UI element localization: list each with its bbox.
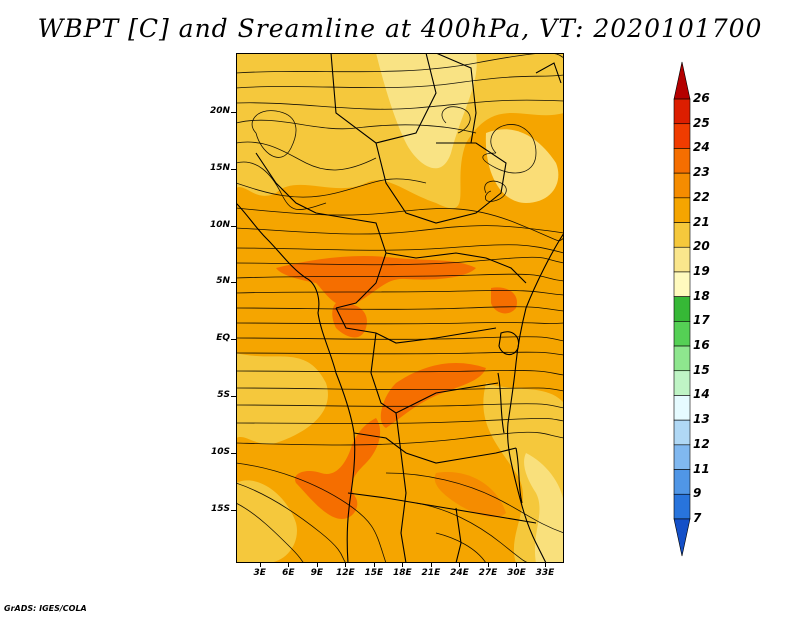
lat-tick-label: 15N (209, 162, 230, 173)
wbpt-field-22-southwest-arc (295, 418, 381, 519)
lat-tick (231, 168, 236, 170)
colorbar-label: 7 (693, 510, 702, 525)
lon-tick (373, 563, 375, 567)
lake-tanganyika (497, 372, 505, 434)
colorbar-segment (673, 123, 691, 149)
lat-tick (231, 225, 236, 227)
grads-credit: GrADS: IGES/COLA (4, 604, 87, 613)
lat-tick (231, 339, 236, 341)
lake-victoria (498, 331, 520, 356)
colorbar-segment (673, 395, 691, 421)
colorbar-segment (673, 296, 691, 322)
lon-tick-label: 30E (507, 568, 526, 578)
lon-tick-label: 12E (335, 568, 355, 578)
colorbar-segment (673, 148, 691, 174)
lon-tick (259, 563, 261, 567)
lon-tick-label: 33E (535, 568, 555, 578)
country-borders (236, 53, 564, 563)
lat-tick-label: EQ (216, 333, 230, 344)
lat-tick (231, 282, 236, 284)
wbpt-field-22-23-equatorial-band (276, 256, 476, 306)
lon-tick-label: 24E (450, 568, 469, 578)
colorbar-label: 26 (693, 91, 710, 106)
lon-tick (288, 563, 290, 567)
lake-malawi (515, 447, 523, 504)
wbpt-field-22-central (332, 302, 367, 338)
colorbar-segment (673, 419, 691, 446)
colorbar-label: 25 (693, 115, 710, 130)
lat-tick-label: 20N (209, 106, 230, 117)
colorbar-label: 22 (693, 189, 710, 204)
lon-tick-label: 21E (421, 568, 441, 578)
lat-tick (231, 396, 236, 398)
wbpt-field-20-sw2 (236, 480, 297, 563)
lon-tick (516, 563, 518, 567)
colorbar-segment (673, 518, 691, 557)
lon-tick (430, 563, 432, 567)
lon-tick (459, 563, 461, 567)
lon-tick (487, 563, 489, 567)
lon-tick-label: 18E (393, 568, 412, 578)
lon-tick-label: 9E (310, 568, 323, 578)
colorbar-segment (673, 345, 691, 372)
colorbar-label: 21 (693, 214, 710, 229)
colorbar-label: 17 (693, 313, 710, 328)
lat-tick (231, 509, 236, 511)
wbpt-field-20-sw (236, 353, 328, 445)
colorbar-segment (673, 444, 691, 470)
lon-tick (345, 563, 347, 567)
lon-tick-label: 6E (282, 568, 295, 578)
colorbar-label: 23 (693, 165, 710, 180)
colorbar-segment (673, 370, 691, 396)
colorbar-label: 15 (693, 362, 710, 377)
lon-tick-label: 27E (478, 568, 498, 578)
colorbar-label: 16 (693, 338, 710, 353)
map-title: WBPT [C] and Sreamline at 400hPa, VT: 20… (37, 14, 763, 43)
colorbar-label: 19 (693, 263, 710, 278)
lat-tick-label: 5S (217, 390, 230, 401)
lon-tick (544, 563, 546, 567)
lat-tick-label: 10S (210, 446, 230, 457)
colorbar-label: 18 (693, 288, 710, 303)
lon-tick (402, 563, 404, 567)
wbpt-field-23-south-central (380, 363, 486, 428)
colorbar-label: 24 (693, 140, 710, 155)
coastline-east-africa (507, 232, 564, 563)
lat-tick (231, 452, 236, 454)
lat-tick-label: 5N (216, 276, 230, 287)
lon-tick-label: 3E (253, 568, 266, 578)
lat-tick (231, 112, 236, 114)
colorbar-label: 11 (693, 461, 710, 476)
lon-tick (316, 563, 318, 567)
colorbar-segment (673, 222, 691, 248)
colorbar-label: 20 (693, 239, 710, 254)
colorbar-segment (673, 197, 691, 223)
colorbar-segment (673, 469, 691, 495)
colorbar-segment (673, 246, 691, 273)
colorbar-segment (673, 98, 691, 125)
colorbar-label: 9 (693, 486, 702, 501)
colorbar-segment (673, 61, 691, 100)
wbpt-field-22-southeast (434, 472, 506, 518)
colorbar-label: 12 (693, 436, 710, 451)
map-plot-area (236, 53, 564, 563)
colorbar-label: 13 (693, 412, 710, 427)
lat-tick-label: 10N (209, 219, 230, 230)
colorbar-segment (673, 271, 691, 297)
wbpt-field-20-21 (236, 53, 564, 209)
colorbar-label: 14 (693, 387, 710, 402)
colorbar-segment (673, 172, 691, 199)
colorbar-segment (673, 321, 691, 347)
wbpt-field-19 (376, 53, 477, 169)
wbpt-field-19-se (524, 453, 564, 563)
lon-tick-label: 15E (364, 568, 384, 578)
colorbar-segment (673, 493, 691, 520)
lat-tick-label: 15S (210, 503, 230, 514)
